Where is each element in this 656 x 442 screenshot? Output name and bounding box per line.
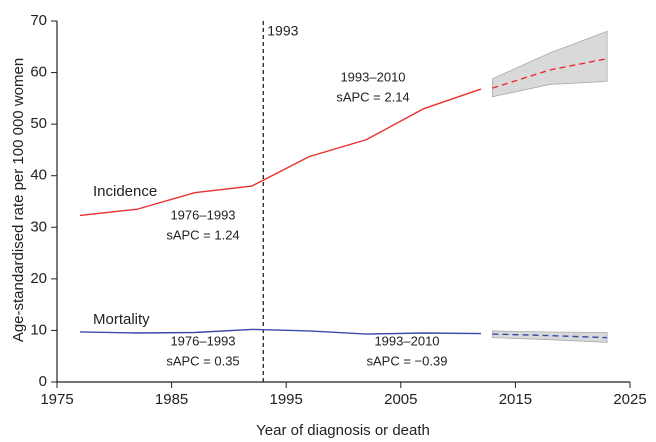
x-tick-label: 2015 [499, 391, 532, 408]
y-tick-label: 60 [30, 64, 47, 81]
annotation: sAPC = 0.35 [166, 353, 239, 368]
y-tick-label: 50 [30, 115, 47, 132]
y-axis-title: Age-standardised rate per 100 000 women [10, 58, 27, 342]
x-tick-label: 2005 [384, 391, 417, 408]
annotation: 1993–2010 [374, 333, 439, 348]
y-tick-label: 70 [30, 12, 47, 29]
reference-label: 1993 [267, 23, 298, 39]
x-tick-label: 2025 [613, 391, 646, 408]
annotation: 1976–1993 [170, 207, 235, 222]
confidence-band [492, 30, 608, 98]
annotation: 1993–2010 [340, 69, 405, 84]
confidence-band [492, 330, 608, 343]
annotation: sAPC = −0.39 [367, 353, 448, 368]
series-label: Mortality [93, 311, 150, 328]
annotation: sAPC = 2.14 [336, 89, 409, 104]
series-label: Incidence [93, 183, 157, 200]
y-tick-label: 0 [39, 373, 47, 390]
projection-line [492, 57, 608, 89]
y-tick-label: 30 [30, 218, 47, 235]
annotation: sAPC = 1.24 [166, 227, 239, 242]
data-line [79, 88, 482, 217]
projection-line [492, 333, 608, 339]
y-tick-label: 40 [30, 167, 47, 184]
y-tick-label: 10 [30, 321, 47, 338]
x-tick-label: 1985 [155, 391, 188, 408]
x-axis-title: Year of diagnosis or death [256, 422, 430, 439]
y-tick-label: 20 [30, 270, 47, 287]
annotation: 1976–1993 [170, 333, 235, 348]
x-tick-label: 1975 [40, 391, 73, 408]
x-tick-label: 1995 [270, 391, 303, 408]
data-line [79, 328, 482, 335]
